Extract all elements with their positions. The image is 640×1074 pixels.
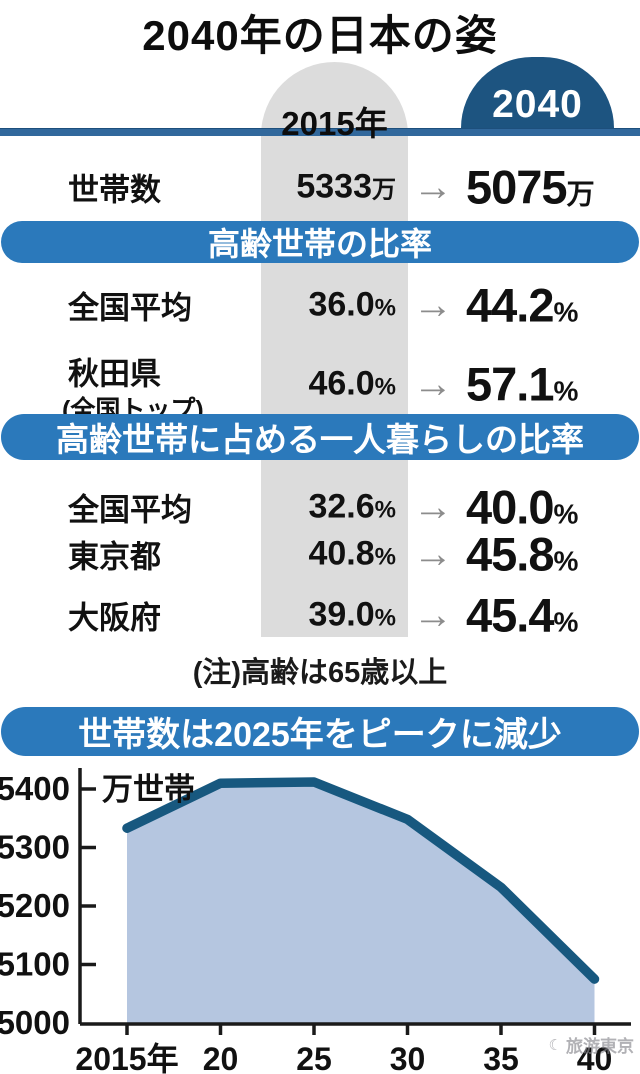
table-row-osaka: 大阪府 39.0% → 45.4%	[0, 580, 640, 650]
svg-text:5400: 5400	[0, 770, 70, 807]
svg-text:20: 20	[203, 1041, 239, 1074]
value-2015: 46.0%	[308, 364, 396, 403]
svg-text:2015年: 2015年	[75, 1041, 178, 1074]
value-2015: 32.6%	[308, 487, 396, 526]
svg-text:5300: 5300	[0, 829, 70, 866]
watermark: ☾ 旅游東京	[549, 1032, 634, 1057]
arrow-icon: →	[413, 593, 453, 637]
row-label: 全国平均	[68, 290, 192, 326]
column-header-2015: 2015年	[281, 105, 388, 142]
footnote: (注)高齢は65歳以上	[192, 657, 448, 689]
row-label: 大阪府	[68, 600, 161, 636]
value-2015: 36.0%	[308, 285, 396, 324]
arrow-icon: →	[413, 283, 453, 327]
value-2040: 57.1%	[466, 357, 579, 411]
row-label: 東京都	[68, 539, 161, 575]
value-2015: 39.0%	[308, 595, 396, 634]
value-2040: 45.8%	[466, 527, 579, 581]
column-2040-dome: 2040	[461, 57, 614, 128]
svg-text:35: 35	[483, 1041, 519, 1074]
svg-text:5000: 5000	[0, 1004, 70, 1041]
table-row-households: 世帯数 5333万 → 5075万	[0, 152, 640, 222]
households-chart: 5000 5100 5200 5300 5400 万世帯 2015年 20 25 30 35 40	[0, 760, 640, 1074]
column-header-2040: 2040	[492, 83, 583, 126]
value-2040: 40.0%	[466, 480, 579, 534]
watermark-text: 旅游東京	[566, 1037, 634, 1056]
arrow-icon: →	[413, 532, 453, 576]
header-divider-rule	[0, 128, 640, 136]
row-label: 秋田県	[68, 356, 161, 392]
arrow-icon: →	[413, 362, 453, 406]
section-banner-chart-title: 世帯数は2025年をピークに減少	[1, 707, 639, 756]
section-banner-elderly-ratio: 高齢世帯の比率	[1, 221, 639, 263]
value-2040: 5075万	[466, 160, 595, 214]
value-2040: 45.4%	[466, 588, 579, 642]
svg-text:25: 25	[296, 1041, 332, 1074]
row-label: 全国平均	[68, 492, 192, 528]
svg-text:万世帯: 万世帯	[102, 772, 195, 807]
table-row-akita: 秋田県 (全国トップ) 46.0% → 57.1%	[0, 349, 640, 425]
table-row-national-average-single: 全国平均 32.6% → 40.0%	[0, 472, 640, 542]
svg-text:5200: 5200	[0, 887, 70, 924]
column-2015-background	[261, 62, 408, 637]
value-2040: 44.2%	[466, 278, 579, 332]
value-2015: 5333万	[296, 167, 396, 206]
table-row-tokyo: 東京都 40.8% → 45.8%	[0, 519, 640, 589]
svg-text:40: 40	[577, 1041, 613, 1074]
page-title: 2040年の日本の姿	[142, 12, 498, 59]
arrow-icon: →	[413, 485, 453, 529]
table-row-national-average: 全国平均 36.0% → 44.2%	[0, 270, 640, 340]
moon-logo-icon: ☾	[548, 1036, 562, 1054]
value-2015: 40.8%	[308, 534, 396, 573]
section-banner-single-living: 高齢世帯に占める一人暮らしの比率	[1, 414, 639, 460]
row-label: 世帯数	[68, 172, 161, 208]
svg-text:30: 30	[390, 1041, 426, 1074]
svg-text:5100: 5100	[0, 946, 70, 983]
arrow-icon: →	[413, 165, 453, 209]
